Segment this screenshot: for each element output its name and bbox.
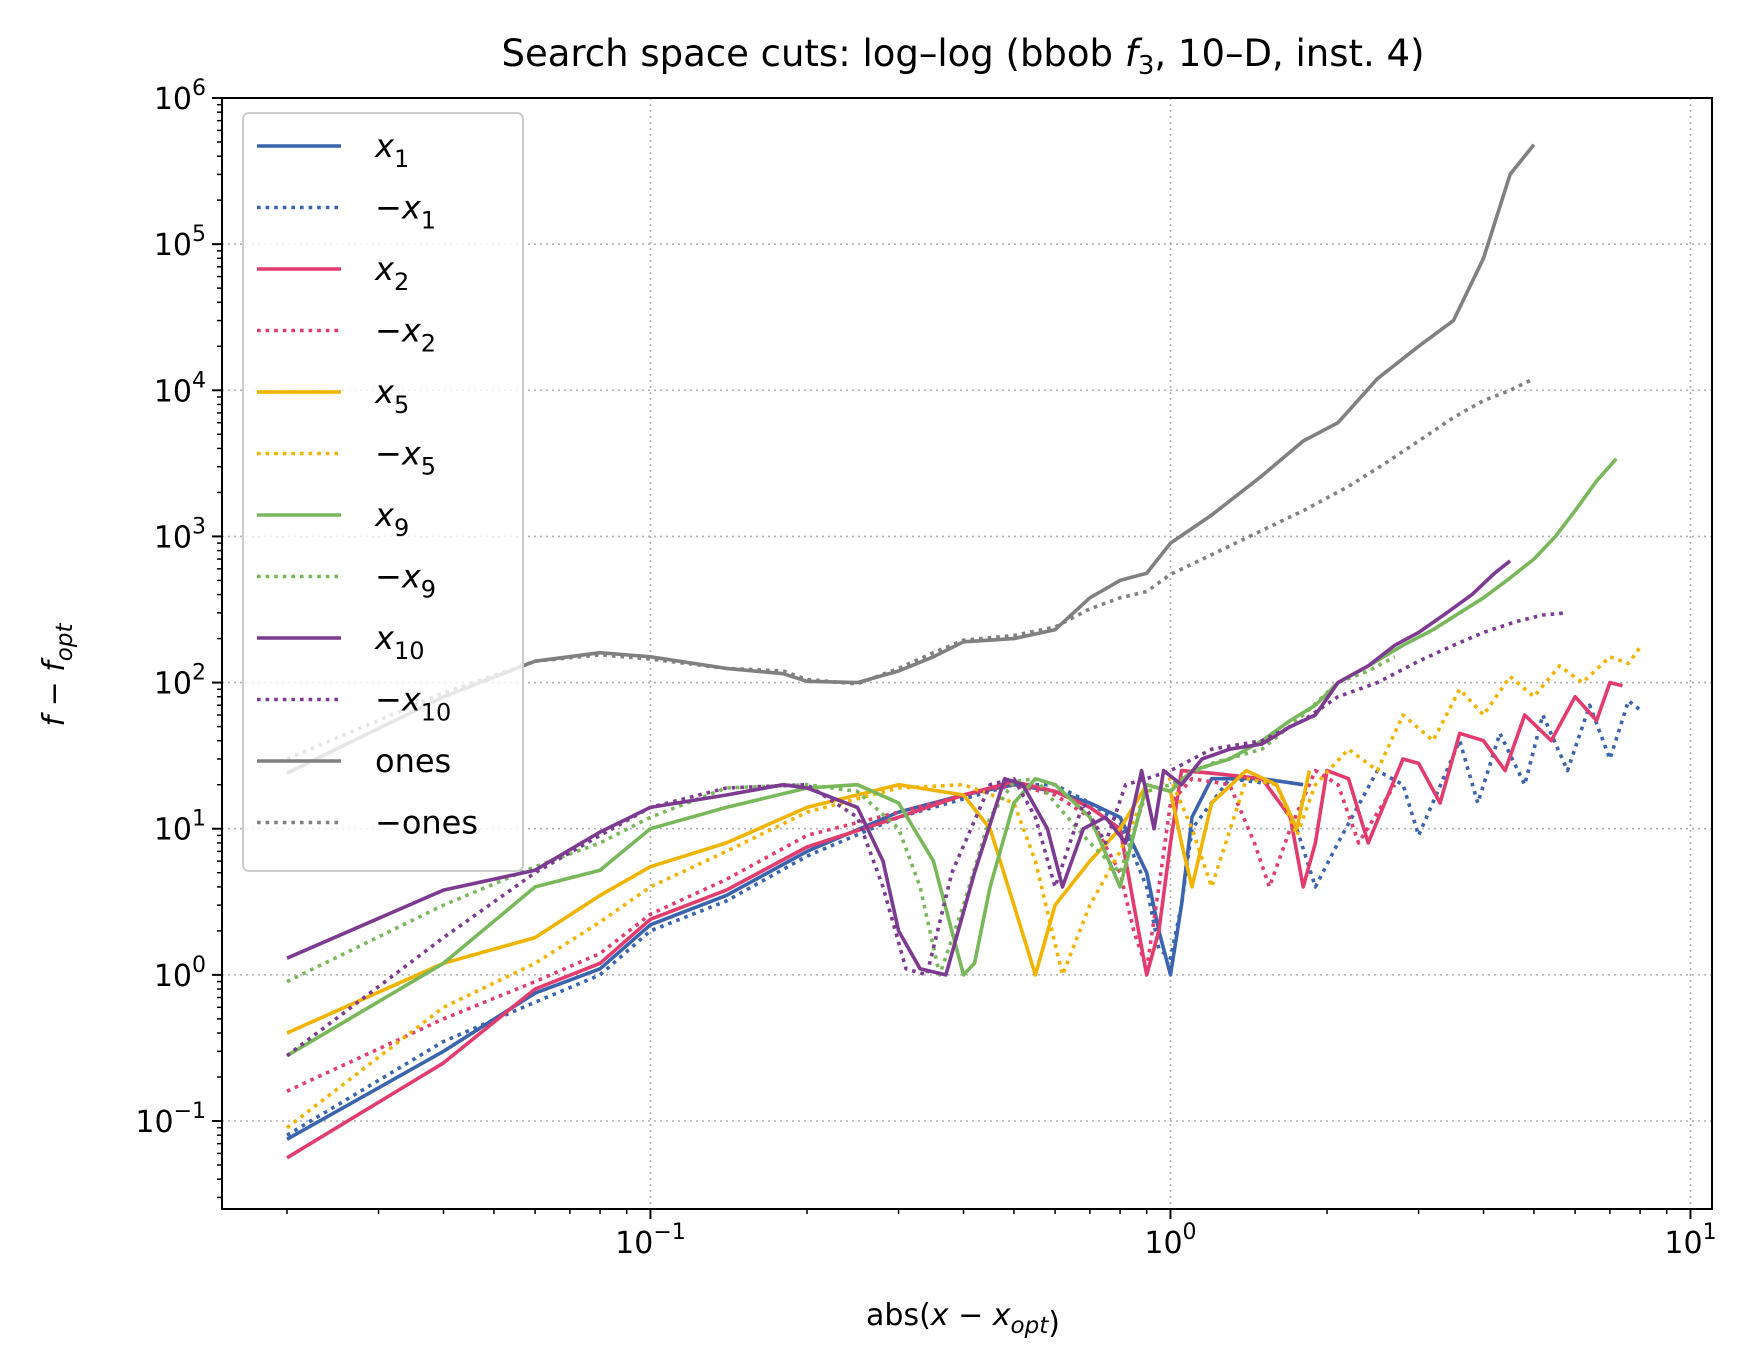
y-tick-label: 102 bbox=[154, 661, 206, 702]
legend: x1 −x1 x2 −x2 x5 −x5 x9 −x9 x10 −x10 ones −ones bbox=[242, 112, 524, 872]
x-tick-label: 101 bbox=[1664, 1220, 1716, 1261]
neg-x-9-series-line bbox=[286, 655, 1396, 984]
y-tick-label: 104 bbox=[154, 368, 206, 409]
y-tick-label: 10−1 bbox=[135, 1099, 206, 1140]
legend-label: −x1 bbox=[375, 189, 436, 235]
plot-area bbox=[285, 143, 1642, 1160]
neg-x-5-series-line bbox=[285, 646, 1642, 1130]
legend-label: x10 bbox=[374, 619, 424, 665]
legend-label: −x9 bbox=[375, 558, 436, 604]
legend-label: x9 bbox=[374, 496, 409, 542]
legend-label: ones bbox=[375, 742, 451, 780]
axes-frame bbox=[221, 97, 1713, 1210]
x-2-series-line bbox=[286, 680, 1623, 1160]
x-5-series-line bbox=[286, 768, 1312, 1035]
axis-ticks: 10−1 100 101 10−1 100 101 102 103 104 105 106 bbox=[135, 76, 1716, 1261]
ones-series-line bbox=[286, 143, 1536, 775]
y-tick-label: 100 bbox=[154, 953, 206, 994]
y-tick-label: 106 bbox=[154, 76, 206, 117]
legend-label: −x10 bbox=[375, 681, 451, 727]
x-axis-label: abs(x − xopt) bbox=[866, 1298, 1060, 1341]
y-tick-label: 103 bbox=[154, 514, 206, 555]
x-10-series-line bbox=[286, 559, 1512, 977]
legend-label: −x5 bbox=[375, 435, 436, 481]
legend-label: x5 bbox=[374, 373, 409, 419]
y-tick-label: 101 bbox=[154, 807, 206, 848]
legend-label: −x2 bbox=[375, 312, 436, 358]
legend-label: x2 bbox=[374, 250, 409, 296]
neg-ones-series-line bbox=[286, 377, 1535, 761]
x-tick-label: 100 bbox=[1144, 1220, 1196, 1261]
chart-title: Search space cuts: log–log (bbob f3, 10–… bbox=[501, 32, 1424, 81]
legend-box bbox=[242, 112, 524, 872]
x-tick-label: 10−1 bbox=[615, 1220, 686, 1261]
legend-label: −ones bbox=[375, 804, 478, 842]
y-axis-label: f − fopt bbox=[37, 623, 78, 727]
legend-label: x1 bbox=[374, 127, 409, 173]
y-tick-label: 105 bbox=[154, 222, 206, 263]
